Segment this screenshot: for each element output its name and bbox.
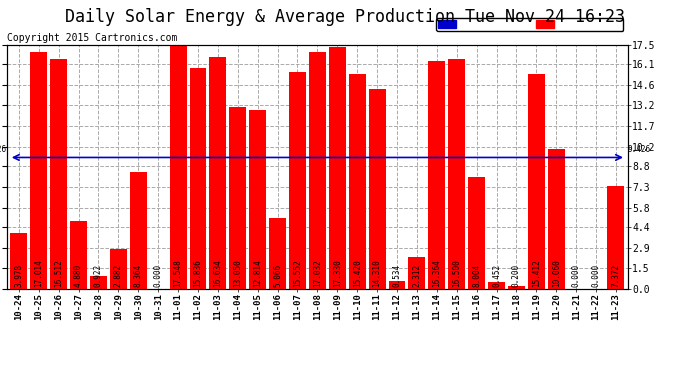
Text: 15.836: 15.836 (193, 260, 202, 287)
Text: 15.412: 15.412 (532, 260, 541, 287)
Bar (607, 186, 624, 289)
Bar (408, 256, 425, 289)
Text: 16.512: 16.512 (54, 260, 63, 287)
Text: 16.634: 16.634 (213, 260, 222, 287)
Text: 0.922: 0.922 (94, 264, 103, 287)
Text: 2.312: 2.312 (413, 264, 422, 287)
Bar (130, 172, 147, 289)
Text: 7.372: 7.372 (611, 264, 620, 287)
Text: 10.060: 10.060 (552, 260, 561, 287)
Text: 0.000: 0.000 (154, 264, 163, 287)
Bar (508, 286, 525, 289)
Bar (488, 282, 505, 289)
Text: 2.882: 2.882 (114, 264, 123, 287)
Bar (190, 68, 206, 289)
Text: 0.452: 0.452 (492, 264, 501, 287)
Bar (110, 249, 127, 289)
Text: 0.000: 0.000 (571, 264, 581, 287)
Text: 0.200: 0.200 (512, 264, 521, 287)
Text: 13.050: 13.050 (233, 260, 242, 287)
Text: 9.426: 9.426 (628, 145, 651, 154)
Bar (309, 51, 326, 289)
Text: 15.552: 15.552 (293, 260, 302, 287)
Text: 12.814: 12.814 (253, 260, 262, 287)
Text: 17.548: 17.548 (174, 260, 183, 287)
Bar (388, 281, 406, 289)
Text: Copyright 2015 Cartronics.com: Copyright 2015 Cartronics.com (7, 33, 177, 43)
Bar (269, 218, 286, 289)
Text: 9.426: 9.426 (0, 145, 7, 154)
Bar (70, 221, 87, 289)
Bar (10, 233, 28, 289)
Text: 17.014: 17.014 (34, 260, 43, 287)
Bar (90, 276, 107, 289)
Bar (548, 148, 564, 289)
Text: 16.364: 16.364 (433, 260, 442, 287)
Text: 0.534: 0.534 (393, 264, 402, 287)
Bar (249, 110, 266, 289)
Bar (448, 59, 465, 289)
Text: 16.500: 16.500 (452, 260, 461, 287)
Bar (229, 107, 246, 289)
Bar (210, 57, 226, 289)
Text: 3.978: 3.978 (14, 264, 23, 287)
Text: 17.330: 17.330 (333, 260, 342, 287)
Text: 17.032: 17.032 (313, 260, 322, 287)
Text: 8.004: 8.004 (472, 264, 481, 287)
Bar (329, 47, 346, 289)
Text: 0.000: 0.000 (591, 264, 600, 287)
Bar (170, 44, 186, 289)
Text: 15.420: 15.420 (353, 260, 362, 287)
Text: 14.310: 14.310 (373, 260, 382, 287)
Text: 5.066: 5.066 (273, 264, 282, 287)
Text: Daily Solar Energy & Average Production Tue Nov 24 16:23: Daily Solar Energy & Average Production … (65, 8, 625, 26)
Bar (469, 177, 485, 289)
Bar (289, 72, 306, 289)
Bar (428, 61, 445, 289)
Bar (368, 89, 386, 289)
Legend: Average  (kWh), Daily  (kWh): Average (kWh), Daily (kWh) (436, 18, 623, 31)
Bar (528, 74, 545, 289)
Bar (348, 74, 366, 289)
Text: 8.364: 8.364 (134, 264, 143, 287)
Bar (50, 59, 67, 289)
Bar (30, 52, 47, 289)
Text: 4.880: 4.880 (74, 264, 83, 287)
